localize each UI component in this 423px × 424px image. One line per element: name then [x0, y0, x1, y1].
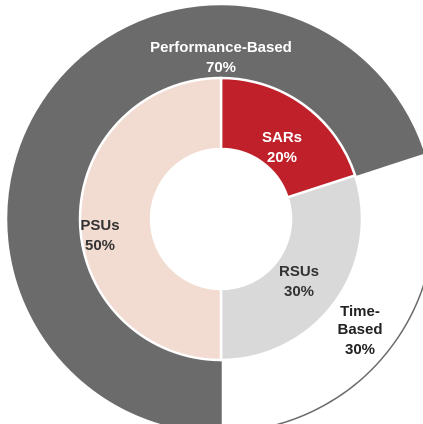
donut-segment — [219, 76, 357, 199]
donut-segment — [78, 76, 223, 362]
segment-label: PSUs — [80, 217, 119, 234]
segment-label: Time-Based — [337, 303, 382, 338]
segment-value-label: 20% — [267, 149, 297, 166]
segment-label: Performance-Based — [150, 39, 292, 56]
segment-value-label: 70% — [206, 59, 236, 76]
segment-value-label: 50% — [85, 237, 115, 254]
segment-value-label: 30% — [284, 283, 314, 300]
label-line: Based — [337, 321, 382, 338]
segment-label: SARs — [262, 129, 302, 146]
segment-value-label: 30% — [345, 341, 375, 358]
donut-segment — [219, 173, 364, 362]
segment-label: RSUs — [279, 263, 319, 280]
label-line: Time- — [340, 303, 380, 320]
